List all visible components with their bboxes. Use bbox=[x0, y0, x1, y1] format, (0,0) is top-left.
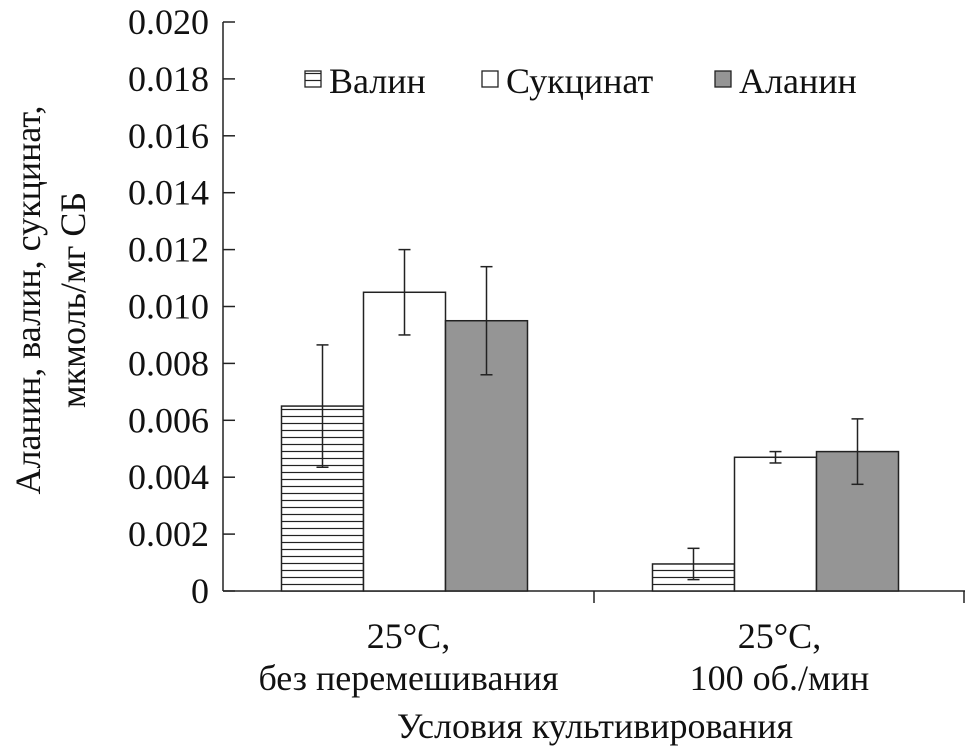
legend: Валин Сукцинат Аланин bbox=[304, 61, 857, 101]
y-tick-label: 0.018 bbox=[128, 59, 209, 99]
x-tick-label: 100 об./мин bbox=[690, 658, 870, 698]
bar-сукцинат bbox=[362, 291, 447, 592]
x-tick-label: 25°C, bbox=[738, 616, 821, 656]
bars bbox=[280, 291, 900, 592]
y-tick-label: 0.014 bbox=[128, 173, 209, 213]
legend-swatch bbox=[481, 70, 499, 88]
y-tick-label: 0.004 bbox=[128, 457, 209, 497]
legend-label: Сукцинат bbox=[506, 61, 653, 101]
y-tick-label: 0.020 bbox=[128, 2, 209, 42]
y-tick-label: 0.010 bbox=[128, 287, 209, 327]
legend-swatch bbox=[714, 70, 732, 88]
bar-сукцинат bbox=[733, 456, 818, 592]
y-tick-label: 0.016 bbox=[128, 116, 209, 156]
x-tick-label: без перемешивания bbox=[258, 658, 558, 698]
y-tick-label: 0 bbox=[191, 571, 209, 611]
y-tick-label: 0.008 bbox=[128, 343, 209, 383]
x-axis-label: Условия культивирования bbox=[397, 706, 793, 746]
y-ticks: 0 0.002 0.004 0.006 0.008 0.010 0.012 0.014 0.01… bbox=[128, 2, 235, 611]
y-axis-label: Аланин, валин, сукцинат, мкмоль/мг СБ bbox=[8, 106, 93, 495]
y-tick-label: 0.002 bbox=[128, 514, 209, 554]
x-tick-label: 25°C, bbox=[367, 616, 450, 656]
y-axis-label-line-2: мкмоль/мг СБ bbox=[53, 192, 93, 408]
legend-swatch bbox=[304, 70, 322, 88]
y-tick-label: 0.012 bbox=[128, 230, 209, 270]
legend-label: Аланин bbox=[739, 61, 857, 101]
legend-label: Валин bbox=[329, 61, 426, 101]
error-bars bbox=[316, 248, 864, 581]
y-tick-label: 0.006 bbox=[128, 400, 209, 440]
y-axis-label-line-1: Аланин, валин, сукцинат, bbox=[8, 106, 48, 495]
